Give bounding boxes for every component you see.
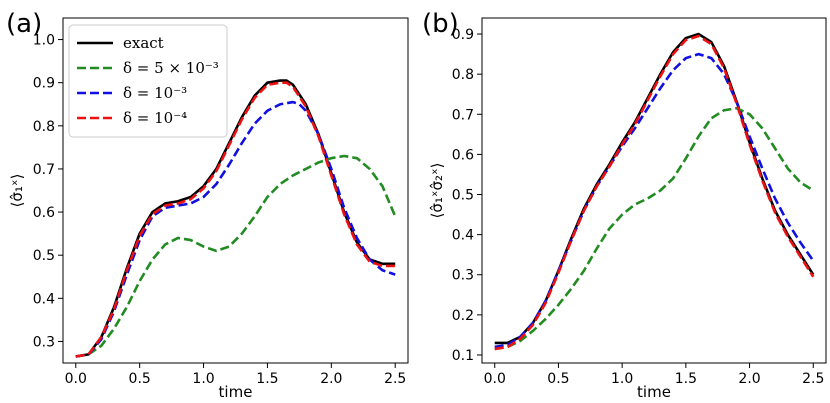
plot-frame — [481, 17, 827, 364]
chart-panel-a: 0.0 0.5 1.0 1.5 2.0 2.5 0.3 0.4 0.5 0.6 0.7 0.8 0.9 1… — [6, 9, 409, 401]
x-tick-label: 0.5 — [547, 371, 569, 387]
y-tick-label: 0.1 — [452, 348, 474, 364]
x-tick-label: 0.0 — [65, 371, 87, 387]
x-tick-label: 2.5 — [384, 371, 406, 387]
legend-box — [68, 24, 228, 138]
panel-label: (b) — [422, 9, 459, 39]
y-tick-label: 0.2 — [452, 308, 474, 324]
y-tick-label: 0.6 — [452, 147, 474, 163]
x-tick-label: 0.5 — [129, 371, 151, 387]
series-line-delta-1 — [75, 154, 397, 358]
panel-label: (a) — [6, 9, 42, 39]
x-tick-label: 2.0 — [320, 371, 342, 387]
y-tick-label: 0.4 — [33, 291, 55, 307]
y-tick-label: 0.3 — [452, 268, 474, 284]
x-tick-label: 1.0 — [611, 371, 633, 387]
y-tick-label: 0.7 — [33, 162, 55, 178]
y-tick-label: 0.4 — [452, 228, 474, 244]
y-tick-label: 0.6 — [33, 205, 55, 221]
x-axis-label: time — [219, 383, 253, 401]
series-line-delta-1 — [494, 106, 814, 351]
y-tick-label: 0.3 — [33, 334, 55, 350]
y-tick-label: 0.9 — [452, 27, 474, 43]
y-tick-label: 0.8 — [452, 67, 474, 83]
legend-entry-label: δ = 10⁻⁴ — [123, 109, 187, 127]
legend-entry-label: exact — [123, 34, 164, 52]
x-tick-label: 2.5 — [802, 371, 824, 387]
legend-entry-label: δ = 5 × 10⁻³ — [123, 59, 219, 77]
y-tick-label: 0.8 — [33, 119, 55, 135]
series-line-delta-3 — [494, 34, 815, 351]
series-line-delta-3 — [75, 81, 396, 358]
plot-frame — [62, 17, 409, 364]
x-tick-label: 1.5 — [675, 371, 697, 387]
y-tick-label: 0.5 — [33, 248, 55, 264]
x-tick-label: 0.0 — [484, 371, 506, 387]
y-tick-label: 0.7 — [452, 107, 474, 123]
x-tick-label: 1.0 — [192, 371, 214, 387]
legend-entry-label: δ = 10⁻³ — [123, 84, 187, 102]
x-tick-label: 2.0 — [738, 371, 760, 387]
series-line-delta-2 — [494, 52, 815, 349]
x-tick-label: 1.5 — [256, 371, 278, 387]
y-axis-label: ⟨σ̂₁ˣσ̂₂ˣ⟩ — [428, 162, 446, 218]
y-tick-label: 1.0 — [33, 33, 55, 49]
y-tick-label: 0.5 — [452, 188, 474, 204]
chart-panel-b: 0.0 0.5 1.0 1.5 2.0 2.5 0.1 0.2 0.3 0.4 0.5 0.6 0.7 0… — [422, 9, 827, 401]
legend: exact δ = 5 × 10⁻³ δ = 10⁻³ δ = 10⁻⁴ — [68, 24, 228, 138]
x-axis-label: time — [637, 383, 671, 401]
series-line-delta-2 — [75, 100, 396, 358]
y-tick-label: 0.9 — [33, 76, 55, 92]
y-axis-label: ⟨σ̂₁ˣ⟩ — [8, 174, 26, 208]
